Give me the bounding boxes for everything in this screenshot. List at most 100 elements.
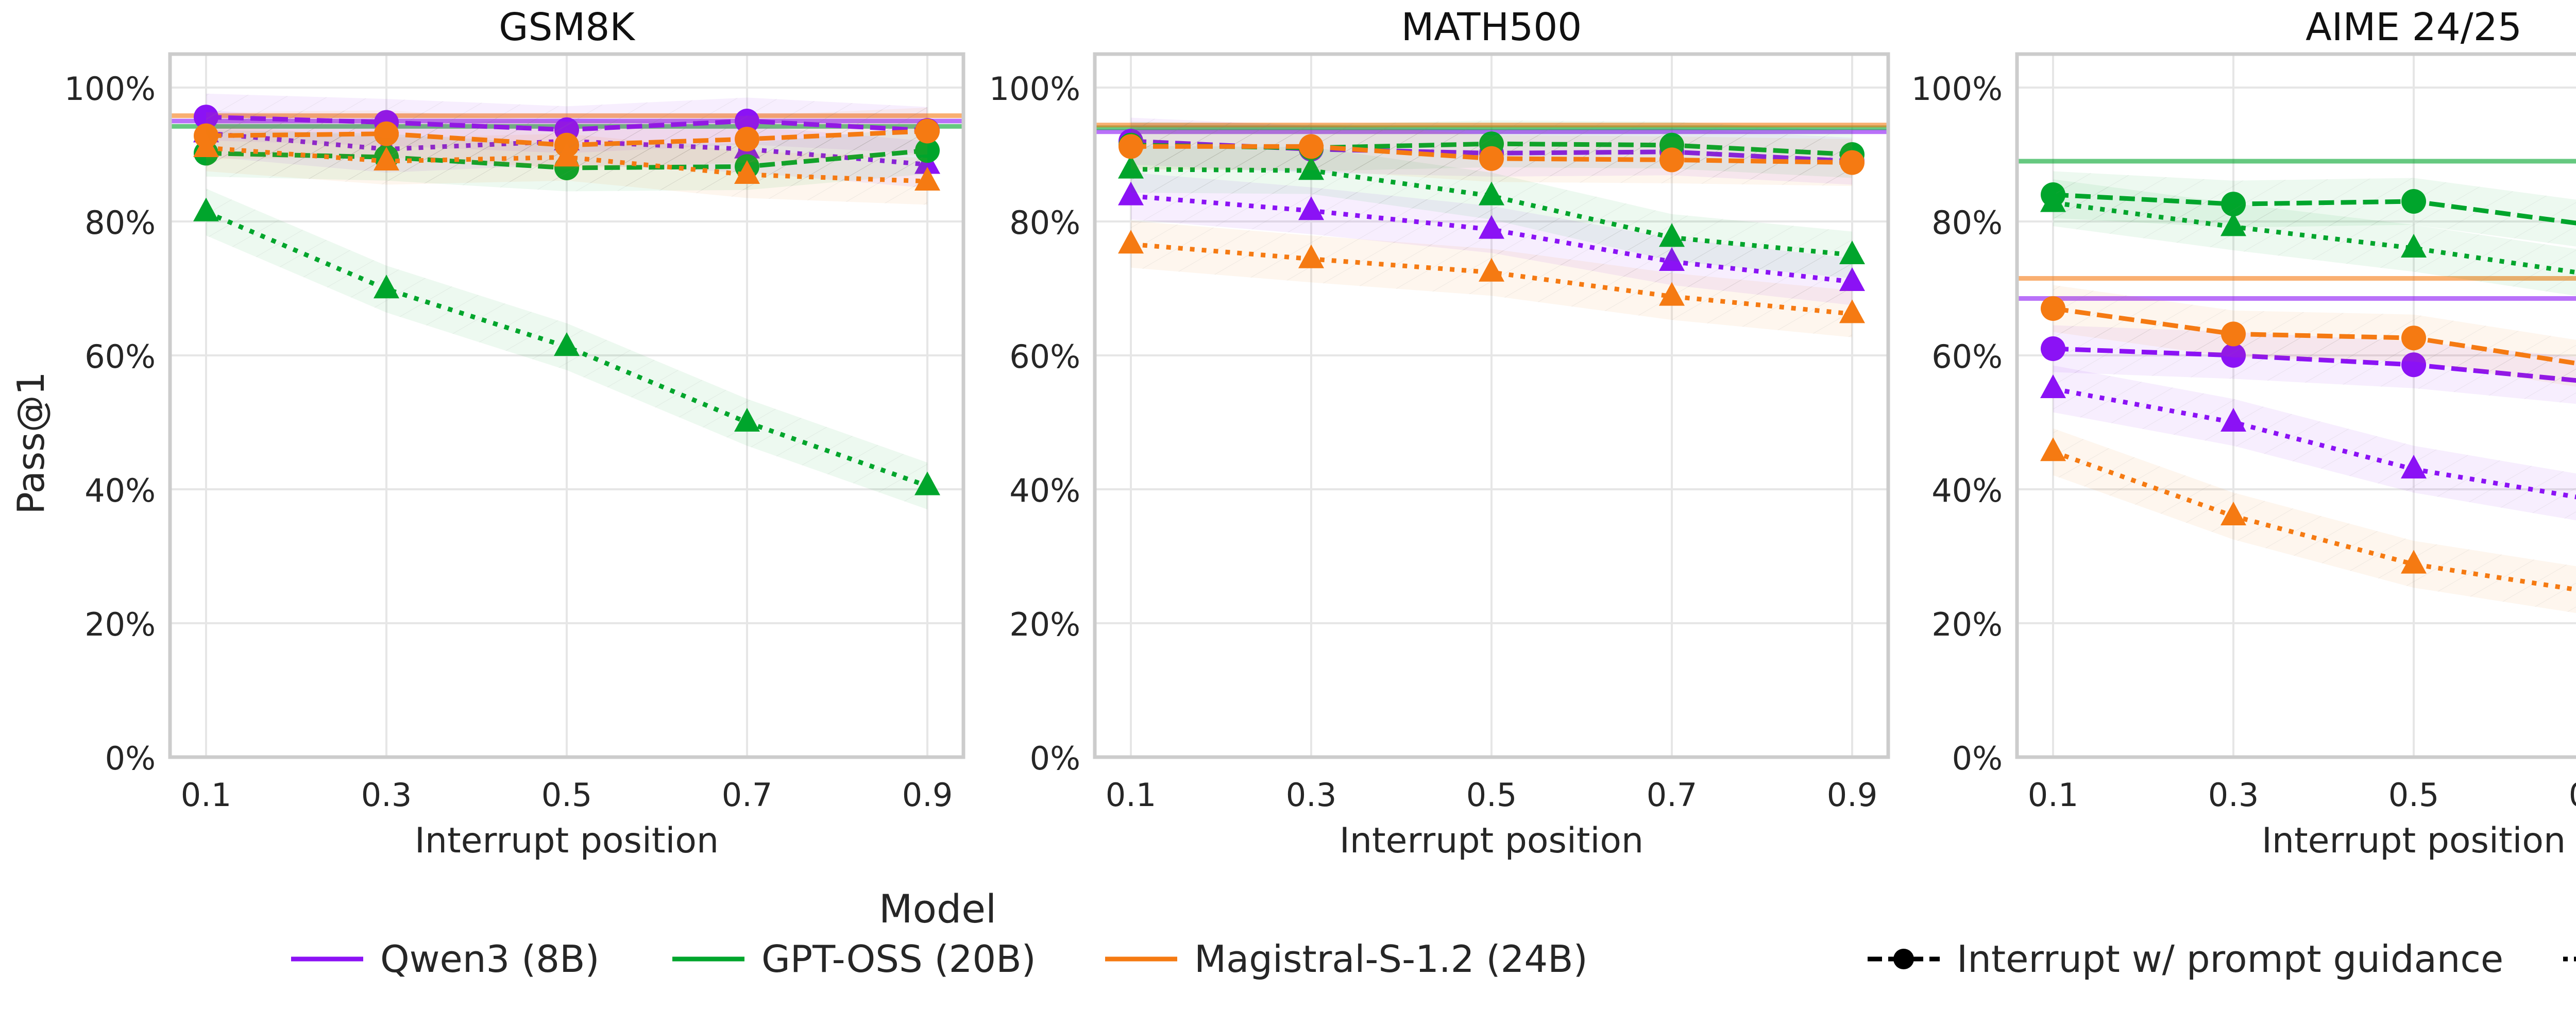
y-tick-label: 0% bbox=[1952, 740, 2003, 777]
data-point-circle bbox=[2041, 296, 2065, 321]
data-point-triangle bbox=[734, 160, 760, 184]
x-tick-label: 0.3 bbox=[1286, 776, 1337, 814]
x-tick-label: 0.7 bbox=[722, 776, 773, 814]
x-tick-label: 0.1 bbox=[2028, 776, 2079, 814]
data-point-circle bbox=[2041, 336, 2065, 361]
data-point-triangle bbox=[1839, 267, 1865, 291]
y-tick-label: 80% bbox=[1931, 204, 2003, 242]
series-line-magistral-unguided bbox=[206, 145, 928, 184]
data-point-circle bbox=[1299, 134, 1324, 159]
data-point-triangle bbox=[554, 332, 580, 356]
y-tick-label: 100% bbox=[64, 70, 156, 108]
legend-model-title: Model bbox=[878, 886, 997, 932]
data-point-triangle bbox=[374, 275, 399, 299]
data-point-triangle bbox=[1118, 181, 1144, 206]
data-point-triangle bbox=[1118, 230, 1144, 254]
x-tick-label: 0.5 bbox=[2388, 776, 2439, 814]
data-point-triangle bbox=[193, 133, 219, 157]
y-tick-label: 40% bbox=[1931, 472, 2003, 509]
y-tick-label: 60% bbox=[84, 338, 156, 375]
y-tick-label: 80% bbox=[1009, 204, 1080, 242]
confidence-band-hatch bbox=[2053, 365, 2576, 521]
y-tick-label: 40% bbox=[84, 472, 156, 509]
data-point-triangle bbox=[734, 408, 760, 432]
legend-item-magistral: Magistral-S-1.2 (24B) bbox=[1103, 937, 1588, 981]
panel-gsm8k: 0% 20% 40% 60% 80% 100% 0.1 0.3 0.5 0.7 0.9 GSM8K In… bbox=[64, 5, 965, 861]
data-point-triangle bbox=[2040, 437, 2066, 461]
panel-title: GSM8K bbox=[499, 5, 636, 49]
legend-item-guided: Interrupt w/ prompt guidance bbox=[1865, 937, 2503, 981]
panel-title: MATH500 bbox=[1401, 5, 1582, 49]
figure: 0% 20% 40% 60% 80% 100% 0.1 0.3 0.5 0.7 0.9 GSM8K In… bbox=[9, 5, 2576, 861]
legend-line-swatch-gptoss bbox=[672, 956, 744, 962]
data-point-triangle bbox=[914, 471, 940, 495]
y-tick-label: 80% bbox=[84, 204, 156, 242]
data-point-circle bbox=[1659, 147, 1684, 173]
x-tick-label: 0.3 bbox=[361, 776, 412, 814]
data-point-triangle bbox=[2221, 212, 2246, 236]
data-point-triangle bbox=[2040, 374, 2066, 398]
legend-item-gptoss: GPT-OSS (20B) bbox=[670, 937, 1036, 981]
x-tick-label: 0.7 bbox=[2569, 776, 2576, 814]
data-point-circle bbox=[1118, 134, 1143, 159]
confidence-band-hatch bbox=[2053, 171, 2576, 247]
x-tick-label: 0.9 bbox=[902, 776, 953, 814]
x-tick-label: 0.7 bbox=[1647, 776, 1698, 814]
data-point-triangle bbox=[914, 167, 940, 191]
series-line-gptoss-unguided bbox=[2053, 200, 2576, 275]
x-tick-label: 0.5 bbox=[1466, 776, 1517, 814]
plot-frame bbox=[168, 52, 965, 759]
y-tick-label: 100% bbox=[1911, 70, 2003, 108]
x-tick-label: 0.1 bbox=[1106, 776, 1157, 814]
data-point-circle bbox=[735, 127, 759, 152]
y-tick-label: 20% bbox=[1009, 606, 1080, 643]
data-point-triangle bbox=[2401, 550, 2427, 574]
data-point-triangle bbox=[193, 197, 219, 221]
data-point-triangle bbox=[1659, 223, 1685, 247]
panel-math500: 0% 20% 40% 60% 80% 100% 0.1 0.3 0.5 0.7 0.9 MATH500… bbox=[989, 5, 1890, 861]
series-line-qwen-unguided bbox=[1130, 194, 1853, 284]
x-tick-label: 0.5 bbox=[541, 776, 592, 814]
data-point-triangle bbox=[1298, 196, 1324, 220]
x-tick-label: 0.1 bbox=[181, 776, 232, 814]
data-point-circle bbox=[2221, 321, 2246, 347]
plot-frame bbox=[2015, 52, 2576, 759]
data-point-triangle bbox=[1479, 181, 1504, 206]
legend-label-guided: Interrupt w/ prompt guidance bbox=[1957, 937, 2504, 981]
plot-frame bbox=[1093, 52, 1890, 759]
legend-label-qwen: Qwen3 (8B) bbox=[380, 937, 600, 981]
y-tick-label: 60% bbox=[1009, 338, 1080, 375]
data-point-triangle bbox=[1298, 244, 1324, 268]
panel-aime-24-25: 0%20%40%60%80%100%0.10.30.50.70.9AIME 24… bbox=[1911, 5, 2576, 861]
series-line-magistral-unguided bbox=[1130, 242, 1853, 316]
legend-label-magistral: Magistral-S-1.2 (24B) bbox=[1194, 937, 1588, 981]
y-tick-label: 100% bbox=[989, 70, 1080, 108]
data-point-triangle bbox=[1839, 241, 1865, 264]
legend-item-qwen: Qwen3 (8B) bbox=[289, 937, 600, 981]
confidence-band-hatch bbox=[2053, 428, 2576, 613]
legend-item-unguided: Interrupt w/o prompt guidance bbox=[2561, 937, 2576, 981]
y-tick-label: 0% bbox=[105, 740, 156, 777]
data-point-triangle bbox=[2221, 502, 2246, 525]
legend-label-gptoss: GPT-OSS (20B) bbox=[761, 937, 1036, 981]
panel-title: AIME 24/25 bbox=[2306, 5, 2522, 49]
y-tick-label: 60% bbox=[1931, 338, 2003, 375]
x-tick-label: 0.3 bbox=[2208, 776, 2259, 814]
data-point-triangle bbox=[2401, 234, 2427, 258]
data-point-triangle bbox=[2221, 408, 2246, 432]
data-point-circle bbox=[915, 118, 940, 144]
data-point-triangle bbox=[1659, 282, 1685, 306]
y-axis-label: Pass@1 bbox=[9, 371, 53, 514]
legend-dotted-triangle-swatch bbox=[2563, 956, 2576, 962]
data-point-triangle bbox=[1479, 258, 1504, 282]
x-axis-label: Interrupt position bbox=[1340, 820, 1643, 861]
x-axis-label: Interrupt position bbox=[415, 820, 719, 861]
data-point-triangle bbox=[1479, 215, 1504, 239]
y-tick-label: 40% bbox=[1009, 472, 1080, 509]
x-axis-label: Interrupt position bbox=[2262, 820, 2566, 861]
data-point-triangle bbox=[2401, 455, 2427, 478]
confidence-band-hatch bbox=[2053, 285, 2576, 387]
y-tick-label: 0% bbox=[1030, 740, 1080, 777]
x-tick-label: 0.9 bbox=[1827, 776, 1878, 814]
legend-dashed-circle-swatch bbox=[1868, 949, 1940, 969]
